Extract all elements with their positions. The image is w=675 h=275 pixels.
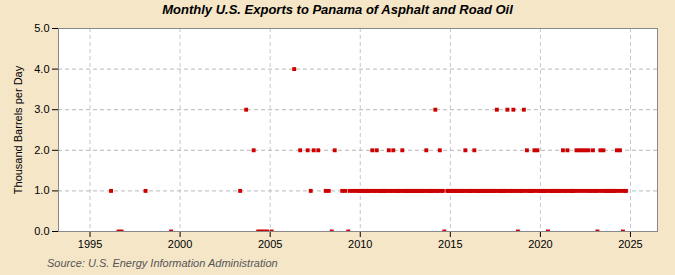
svg-text:2020: 2020 xyxy=(528,238,552,250)
svg-text:5.0: 5.0 xyxy=(34,22,49,34)
svg-text:0.0: 0.0 xyxy=(34,225,49,237)
svg-text:2025: 2025 xyxy=(618,238,642,250)
svg-text:2015: 2015 xyxy=(438,238,462,250)
svg-text:2010: 2010 xyxy=(348,238,372,250)
svg-text:3.0: 3.0 xyxy=(34,103,49,115)
svg-text:4.0: 4.0 xyxy=(34,63,49,75)
svg-text:2.0: 2.0 xyxy=(34,144,49,156)
svg-text:2005: 2005 xyxy=(258,238,282,250)
svg-text:Thousand Barrels per Day: Thousand Barrels per Day xyxy=(12,65,24,194)
svg-text:1.0: 1.0 xyxy=(34,184,49,196)
html-text:Monthly U.S. Exports to Panama: Monthly U.S. Exports to Panama of Asphal… xyxy=(162,2,513,17)
html-text:Source: U.S. Energy Informatio: Source: U.S. Energy Information Administ… xyxy=(47,257,278,269)
svg-text:2000: 2000 xyxy=(168,238,192,250)
svg-text:1995: 1995 xyxy=(78,238,102,250)
